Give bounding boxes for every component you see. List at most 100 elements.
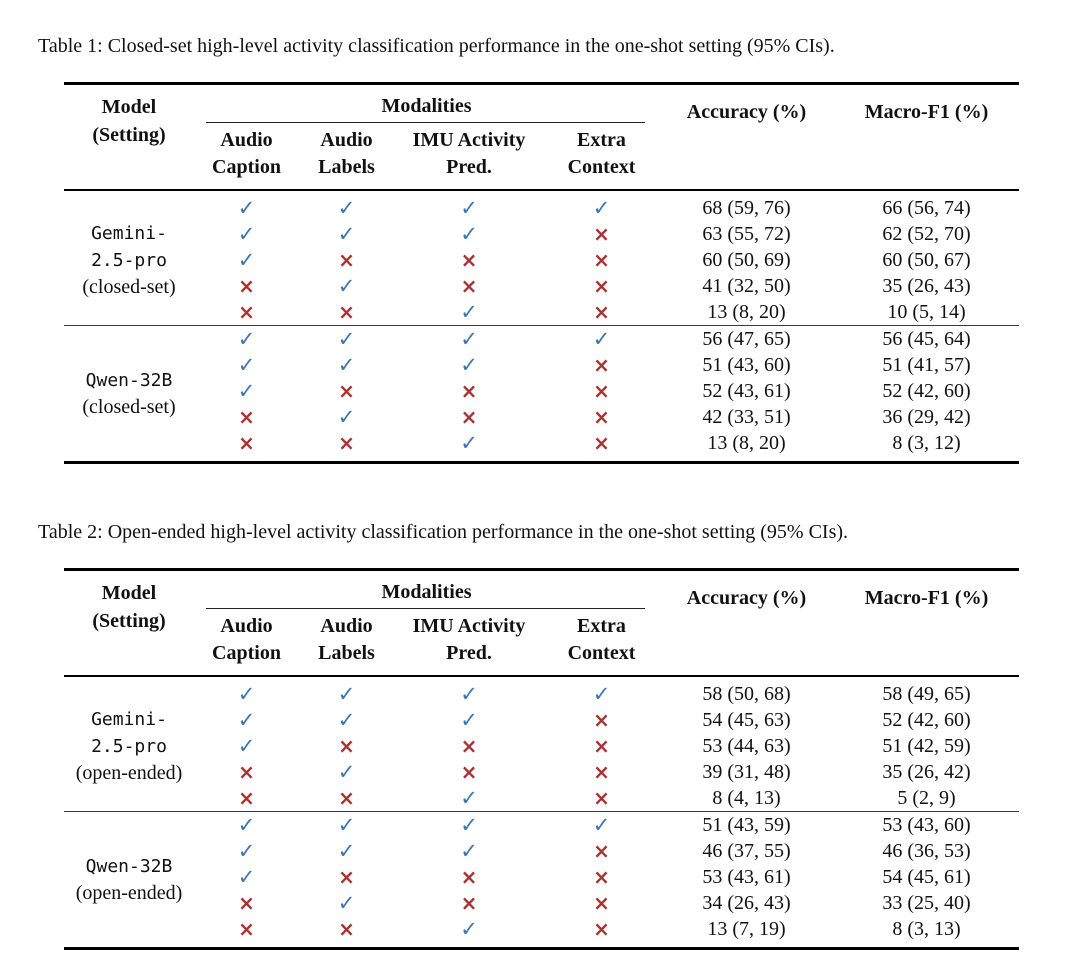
check-icon: ✓ — [460, 839, 478, 863]
modalities-header: Modalities — [194, 570, 659, 610]
macro-f1-value: 52 (42, 60) — [882, 709, 971, 731]
cross-icon: × — [460, 248, 478, 272]
accuracy-value: 68 (59, 76) — [702, 197, 791, 219]
accuracy-value: 54 (45, 63) — [702, 709, 791, 731]
cross-icon: × — [238, 405, 255, 429]
macro-f1-value: 56 (45, 64) — [834, 325, 1019, 352]
check-icon: ✓ — [299, 325, 394, 352]
check-icon: ✓ — [237, 682, 256, 706]
table-row: Gemini- 2.5-pro (open-ended) ✓ ✓ ✓ ✓ 58 (50, 68… — [64, 676, 1019, 784]
table-row: × ✓ × × 41 (32, 50) 35 (26, 43) — [64, 273, 1019, 299]
macro-f1-value: 46 (36, 53) — [882, 840, 971, 862]
cross-icon: × — [460, 760, 478, 784]
cross-icon: × — [238, 786, 255, 810]
macro-f1-header: Macro-F1 (%) — [834, 569, 1019, 677]
table-row: Gemini- 2.5-pro (closed-set) ✓ ✓ ✓ ✓ 68 (59, 76… — [64, 190, 1019, 298]
accuracy-value: 58 (50, 68) — [702, 683, 791, 705]
table-row: × × ✓ × 13 (7, 19) 8 (3, 13) — [64, 916, 1019, 949]
check-icon: ✓ — [592, 682, 611, 706]
cross-icon: × — [238, 917, 255, 941]
check-icon: ✓ — [237, 734, 256, 758]
modality-col-line: Context — [567, 156, 636, 178]
accuracy-value: 53 (44, 63) — [702, 735, 791, 757]
check-icon: ✓ — [337, 222, 356, 246]
table-1-body: Gemini- 2.5-pro (closed-set) ✓ ✓ ✓ ✓ 68 (59, 76… — [64, 190, 1019, 463]
cross-icon: × — [338, 248, 355, 272]
table-row: Qwen-32B (open-ended) ✓ ✓ ✓ ✓ 51 (43, 59) 53 (4… — [64, 811, 1019, 949]
cross-icon: × — [338, 734, 355, 758]
model-setting: (closed-set) — [82, 275, 176, 298]
table-row: ✓ ✓ ✓ × 63 (55, 72) 62 (52, 70) — [64, 221, 1019, 247]
cross-icon: × — [593, 379, 610, 403]
model-name: Gemini- — [91, 708, 167, 730]
check-icon: ✓ — [460, 431, 478, 455]
table-row: ✓ × × × 53 (43, 61) 54 (45, 61) — [64, 864, 1019, 890]
macro-f1-value: 8 (3, 12) — [892, 432, 961, 454]
model-name: 2.5-pro — [91, 249, 167, 271]
cross-icon: × — [460, 274, 478, 298]
cross-icon: × — [593, 760, 610, 784]
check-icon: ✓ — [237, 865, 256, 889]
modality-col-header-audio-labels: Audio Labels — [299, 609, 394, 677]
model-header-line1: Model — [101, 96, 157, 118]
table-1-caption: Table 1: Closed-set high-level activity … — [38, 35, 835, 57]
model-name: 2.5-pro — [91, 735, 167, 757]
table-row: ✓ ✓ ✓ × 51 (43, 60) 51 (41, 57) — [64, 352, 1019, 378]
cross-icon: × — [460, 379, 478, 403]
check-icon: ✓ — [194, 325, 299, 352]
check-icon: ✓ — [337, 405, 356, 429]
accuracy-value: 60 (50, 69) — [702, 249, 791, 271]
table-row: ✓ × × × 53 (44, 63) 51 (42, 59) — [64, 733, 1019, 759]
check-icon: ✓ — [194, 811, 299, 838]
model-setting-header: Model (Setting) — [64, 569, 194, 677]
table-row: ✓ ✓ ✓ × 46 (37, 55) 46 (36, 53) — [64, 838, 1019, 864]
check-icon: ✓ — [337, 353, 356, 377]
model-setting: (open-ended) — [75, 881, 183, 904]
table-row: ✓ × × × 60 (50, 69) 60 (50, 67) — [64, 247, 1019, 273]
macro-f1-value: 51 (41, 57) — [882, 354, 971, 376]
accuracy-value: 51 (43, 59) — [659, 811, 834, 838]
modality-col-line: Pred. — [446, 156, 492, 178]
check-icon: ✓ — [337, 708, 356, 732]
modalities-header: Modalities — [194, 84, 659, 124]
cross-icon: × — [460, 865, 478, 889]
cross-icon: × — [338, 917, 355, 941]
macro-f1-value: 52 (42, 60) — [882, 380, 971, 402]
cross-icon: × — [460, 734, 478, 758]
table-row: Qwen-32B (closed-set) ✓ ✓ ✓ ✓ 56 (47, 65) 56 (4… — [64, 325, 1019, 463]
cross-icon: × — [593, 222, 610, 246]
accuracy-value: 34 (26, 43) — [702, 892, 791, 914]
check-icon: ✓ — [460, 708, 478, 732]
macro-f1-value: 33 (25, 40) — [882, 892, 971, 914]
check-icon: ✓ — [460, 786, 478, 810]
model-header-line1: Model — [101, 582, 157, 604]
cross-icon: × — [238, 300, 255, 324]
accuracy-value: 53 (43, 61) — [702, 866, 791, 888]
check-icon: ✓ — [337, 682, 356, 706]
model-cell: Gemini- 2.5-pro (open-ended) — [64, 676, 194, 812]
table-1: Model (Setting) Modalities Accuracy (%) … — [64, 82, 1019, 464]
model-setting: (open-ended) — [75, 761, 183, 784]
model-cell: Qwen-32B (closed-set) — [64, 325, 194, 463]
model-cell: Qwen-32B (open-ended) — [64, 811, 194, 949]
macro-f1-value: 8 (3, 13) — [892, 918, 961, 940]
macro-f1-value: 35 (26, 42) — [882, 761, 971, 783]
table-row: × × ✓ × 13 (8, 20) 10 (5, 14) — [64, 299, 1019, 326]
accuracy-value: 13 (7, 19) — [707, 918, 786, 940]
check-icon: ✓ — [237, 196, 256, 220]
cross-icon: × — [593, 353, 610, 377]
check-icon: ✓ — [544, 325, 659, 352]
model-name: Qwen-32B — [85, 369, 173, 391]
table-row: × ✓ × × 34 (26, 43) 33 (25, 40) — [64, 890, 1019, 916]
cross-icon: × — [593, 734, 610, 758]
macro-f1-value: 35 (26, 43) — [882, 275, 971, 297]
table-row: × ✓ × × 42 (33, 51) 36 (29, 42) — [64, 404, 1019, 430]
modality-col-header-imu-pred: IMU Activity Pred. — [394, 123, 544, 191]
modality-col-line: Extra — [577, 129, 626, 151]
macro-f1-value: 51 (42, 59) — [882, 735, 971, 757]
cross-icon: × — [593, 839, 610, 863]
macro-f1-value: 60 (50, 67) — [882, 249, 971, 271]
table-2-header: Model (Setting) Modalities Accuracy (%) … — [64, 569, 1019, 677]
check-icon: ✓ — [237, 839, 256, 863]
accuracy-header: Accuracy (%) — [659, 83, 834, 191]
